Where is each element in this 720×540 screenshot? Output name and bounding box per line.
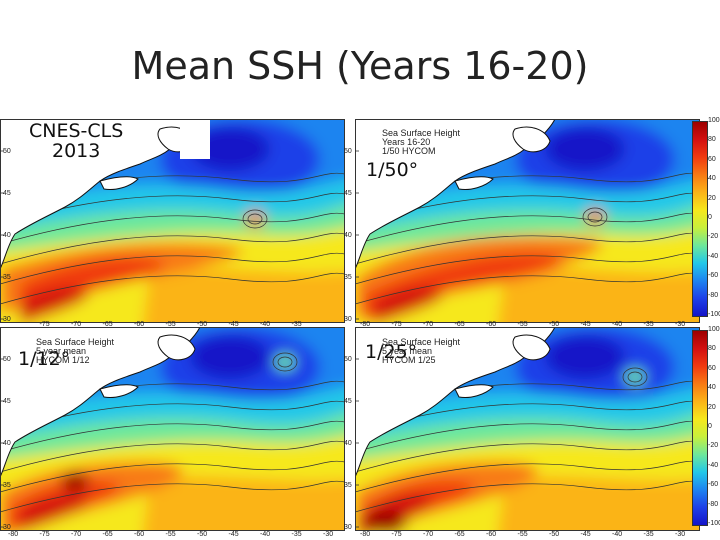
- lon-tick-bottom-left: -45: [228, 531, 239, 538]
- colorbar-top: [692, 121, 708, 317]
- colorbar-tick: 40: [708, 384, 716, 392]
- label-hycom-1-50: 1/50°: [363, 160, 422, 180]
- lat-tick-bottom-left: 45: [3, 398, 11, 405]
- lon-tick-mid-right: -60: [486, 321, 497, 328]
- lon-tick-bottom-right: -30: [675, 531, 686, 538]
- lat-tick-bottom-right: 35: [344, 482, 352, 489]
- lon-tick-bottom-right: -45: [580, 531, 591, 538]
- colorbar-tick: -80: [708, 500, 719, 508]
- lon-tick-mid-left: -75: [39, 321, 50, 328]
- lon-tick-bottom-right: -50: [549, 531, 560, 538]
- colorbar-tick: -100: [708, 520, 720, 527]
- lon-tick-bottom-right: -35: [643, 531, 654, 538]
- lon-tick-bottom-right: -65: [454, 531, 465, 538]
- lon-tick-mid-right: -75: [391, 321, 402, 328]
- lon-tick-bottom-left: -40: [260, 531, 271, 538]
- caption-hycom-1-50: Sea Surface Height Years 16-20 1/50 HYCOM: [382, 128, 461, 156]
- lat-tick-bottom-left: 40: [3, 440, 11, 447]
- lon-tick-mid-left: -65: [102, 321, 113, 328]
- lat-tick-top-right: 50: [344, 148, 352, 155]
- label-hycom-1-25: 1/25°: [362, 342, 421, 362]
- lon-tick-mid-right: -35: [643, 321, 654, 328]
- lon-tick-bottom-right: -80: [360, 531, 371, 538]
- lon-tick-mid-left: -45: [228, 321, 239, 328]
- map-panel-hycom-1-25: [355, 327, 700, 531]
- lon-tick-mid-right: -40: [612, 321, 623, 328]
- colorbar-tick: 20: [708, 403, 716, 411]
- lon-tick-mid-left: -60: [134, 321, 145, 328]
- lat-tick-top-right: 35: [344, 274, 352, 281]
- lat-tick-bottom-right: 50: [344, 356, 352, 363]
- colorbar-tick: 20: [708, 194, 716, 202]
- colorbar-tick: -40: [708, 252, 719, 260]
- colorbar-tick: 100: [708, 117, 720, 124]
- lat-tick-top-right: 45: [344, 190, 352, 197]
- lon-tick-bottom-right: -40: [612, 531, 623, 538]
- lat-tick-top-right: 40: [344, 232, 352, 239]
- caption-hycom-1-12: Sea Surface Height 5 year mean HYCOM 1/12: [36, 337, 115, 365]
- lon-tick-bottom-right: -70: [423, 531, 434, 538]
- colorbar-tick: -80: [708, 291, 719, 299]
- colorbar-tick: -40: [708, 461, 719, 469]
- colorbar-tick: 100: [708, 326, 720, 333]
- colorbar-tick: 40: [708, 175, 716, 183]
- lon-tick-bottom-left: -30: [323, 531, 334, 538]
- lat-tick-bottom-left: 30: [3, 524, 11, 531]
- label-cnes-cls: CNES-CLS 2013: [26, 121, 127, 161]
- lon-tick-bottom-right: -55: [517, 531, 528, 538]
- colorbar-tick: -20: [708, 233, 719, 241]
- slide-title: Mean SSH (Years 16-20): [131, 44, 589, 88]
- colorbar-tick: 60: [708, 155, 716, 163]
- lon-tick-mid-right: -80: [360, 321, 371, 328]
- lon-tick-bottom-right: -60: [486, 531, 497, 538]
- colorbar-tick: -20: [708, 442, 719, 450]
- lon-tick-bottom-left: -75: [39, 531, 50, 538]
- lon-tick-bottom-left: -60: [134, 531, 145, 538]
- label-hycom-1-12: 1/12°: [15, 349, 74, 369]
- lat-tick-top-left: 30: [3, 316, 11, 323]
- lon-tick-mid-right: -70: [423, 321, 434, 328]
- colorbar-tick: -60: [708, 272, 719, 280]
- lat-tick-bottom-left: 50: [3, 356, 11, 363]
- caption-hycom-1-25: Sea Surface Height 5 year mean HYCOM 1/25: [382, 337, 461, 365]
- lon-tick-mid-right: -30: [675, 321, 686, 328]
- lon-tick-mid-right: -50: [549, 321, 560, 328]
- lat-tick-top-left: 50: [3, 148, 11, 155]
- lon-tick-mid-left: -55: [165, 321, 176, 328]
- lat-tick-top-left: 45: [3, 190, 11, 197]
- lon-tick-mid-left: -50: [197, 321, 208, 328]
- lon-tick-bottom-left: -65: [102, 531, 113, 538]
- lon-tick-mid-right: -65: [454, 321, 465, 328]
- colorbar-tick: 0: [708, 214, 712, 221]
- lon-tick-mid-right: -45: [580, 321, 591, 328]
- colorbar-tick: 80: [708, 345, 716, 353]
- colorbar-tick: 80: [708, 136, 716, 144]
- colorbar-bottom: [692, 330, 708, 526]
- lon-tick-mid-left: -40: [260, 321, 271, 328]
- lon-tick-mid-right: -55: [517, 321, 528, 328]
- colorbar-tick: -100: [708, 311, 720, 318]
- map-panel-hycom-1-12: [0, 327, 345, 531]
- colorbar-tick: -60: [708, 481, 719, 489]
- map-panel-hycom-1-50: [355, 119, 700, 323]
- lat-tick-bottom-right: 30: [344, 524, 352, 531]
- lat-tick-bottom-left: 35: [3, 482, 11, 489]
- lat-tick-top-left: 40: [3, 232, 11, 239]
- colorbar-tick: 0: [708, 423, 712, 430]
- lon-tick-bottom-left: -70: [71, 531, 82, 538]
- lon-tick-bottom-right: -75: [391, 531, 402, 538]
- lat-tick-top-right: 30: [344, 316, 352, 323]
- lat-tick-bottom-right: 40: [344, 440, 352, 447]
- lon-tick-bottom-left: -50: [197, 531, 208, 538]
- lon-tick-bottom-left: -80: [8, 531, 19, 538]
- lon-tick-bottom-left: -55: [165, 531, 176, 538]
- lon-tick-bottom-left: -35: [291, 531, 302, 538]
- lat-tick-bottom-right: 45: [344, 398, 352, 405]
- lon-tick-mid-left: -70: [71, 321, 82, 328]
- colorbar-tick: 60: [708, 364, 716, 372]
- lon-tick-mid-left: -35: [291, 321, 302, 328]
- lat-tick-top-left: 35: [3, 274, 11, 281]
